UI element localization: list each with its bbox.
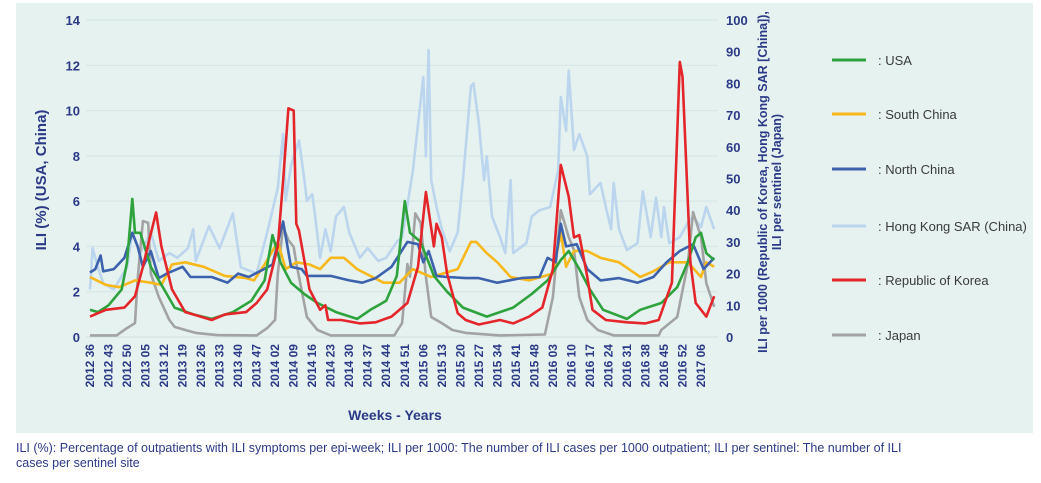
legend-label: : North China [878,162,955,177]
right-tick-label: 40 [726,203,740,218]
x-tick-label: 2013 33 [213,344,227,388]
x-axis-ticks: 2012 36 2012 43 2012 50 2013 05 2013 12 2013 … [83,344,708,388]
series-line-north-china [89,220,716,285]
x-tick-label: 2014 23 [324,344,338,388]
ili-line-chart: 0 2 4 6 8 10 12 14 0 10 20 30 40 50 60 70 80 90 100 2012 … [33,11,1027,423]
x-tick-label: 2016 24 [601,344,615,388]
x-tick-label: 2014 09 [287,344,301,388]
right-tick-label: 70 [726,108,740,123]
right-tick-label: 20 [726,267,740,282]
left-tick-label: 14 [66,13,81,28]
series-line-south-china [89,231,715,289]
x-tick-label: 2016 10 [564,344,578,388]
x-tick-label: 2015 48 [527,344,541,388]
series-line-japan [90,208,716,337]
x-tick-label: 2014 30 [342,344,356,388]
x-axis-title: Weeks - Years [348,407,442,423]
x-tick-label: 2014 16 [305,344,319,388]
x-tick-label: 2013 05 [139,344,153,388]
legend-label: : Republic of Korea [878,273,989,288]
x-tick-label: 2013 19 [176,344,190,388]
legend-label: : South China [878,107,958,122]
series-line-usa [89,197,716,321]
x-tick-label: 2013 47 [250,344,264,388]
chart-panel [16,3,1033,433]
legend-label: : Hong Kong SAR (China) [878,219,1027,234]
series-lines [88,48,716,337]
x-tick-label: 2016 31 [620,344,634,388]
right-tick-label: 80 [726,76,740,91]
x-tick-label: 2015 34 [490,344,504,388]
left-tick-label: 6 [73,194,80,209]
x-tick-label: 2012 50 [120,344,134,388]
right-tick-label: 100 [726,13,748,28]
right-tick-label: 0 [726,330,733,345]
x-tick-label: 2014 51 [398,344,412,388]
footnote-line-1: ILI (%): Percentage of outpatients with … [16,441,902,455]
x-tick-label: 2017 06 [694,344,708,388]
x-tick-label: 2013 12 [157,344,171,388]
right-tick-label: 90 [726,45,740,60]
right-tick-label: 60 [726,140,740,155]
x-tick-label: 2015 41 [509,344,523,388]
right-axis-ticks: 0 10 20 30 40 50 60 70 80 90 100 [726,13,748,345]
footnote: ILI (%): Percentage of outpatients with … [16,441,1036,471]
right-tick-label: 30 [726,235,740,250]
x-tick-label: 2016 38 [638,344,652,388]
x-tick-label: 2013 40 [231,344,245,388]
left-tick-label: 2 [73,285,80,300]
legend-label: : USA [878,53,912,68]
x-tick-label: 2014 44 [379,344,393,388]
right-axis-title-line1: ILI per 1000 (Republic of Korea, Hong Ko… [756,11,770,353]
x-tick-label: 2015 20 [453,344,467,388]
series-line-republic-of-korea [89,60,716,326]
left-axis-ticks: 0 2 4 6 8 10 12 14 [66,13,81,345]
legend: : USA : South China : North China : Hong Ko… [832,53,1027,343]
x-tick-label: 2016 52 [675,344,689,388]
left-tick-label: 8 [73,149,80,164]
x-tick-label: 2015 27 [472,344,486,388]
left-tick-label: 10 [66,104,80,119]
footnote-line-2: cases per sentinel site [16,456,140,470]
series-line-hong-kong-sar-china [88,48,716,291]
left-axis-title: ILI (%) (USA, China) [33,110,50,251]
x-tick-label: 2014 02 [268,344,282,388]
gridlines [86,19,718,338]
left-tick-label: 0 [73,330,80,345]
right-axis-title-line2: ILI per sentinel (Japan) [770,114,784,250]
x-tick-label: 2012 36 [83,344,97,388]
right-tick-label: 10 [726,298,740,313]
x-tick-label: 2016 17 [583,344,597,388]
x-tick-label: 2016 45 [657,344,671,388]
left-tick-label: 4 [73,239,81,254]
x-tick-label: 2016 03 [546,344,560,388]
x-tick-label: 2014 37 [361,344,375,388]
x-tick-label: 2015 13 [435,344,449,388]
right-tick-label: 50 [726,172,740,187]
x-tick-label: 2013 26 [194,344,208,388]
legend-label: : Japan [878,328,921,343]
x-tick-label: 2012 43 [102,344,116,388]
left-tick-label: 12 [66,58,80,73]
x-tick-label: 2015 06 [416,344,430,388]
